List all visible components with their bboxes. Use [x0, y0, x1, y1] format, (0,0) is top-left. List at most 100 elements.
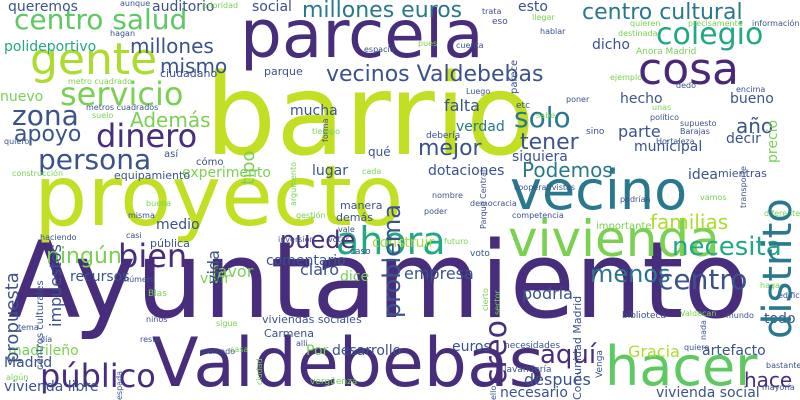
word-dicho: dicho	[592, 37, 630, 53]
word-euros: euros	[452, 339, 491, 355]
word-mismo: mismo	[160, 54, 228, 78]
word-precisamente: precisamente	[688, 19, 743, 28]
word-puede: puede	[280, 226, 356, 254]
word-recursos: recursos	[70, 269, 130, 285]
word-dedo: ejemplo	[610, 73, 643, 82]
word-favor: favor	[212, 262, 254, 281]
word-sabe: Valdecan	[680, 309, 717, 318]
word-bastante: mayoría	[762, 383, 795, 392]
word-espada: algún	[6, 373, 29, 382]
word-vivienda-social: vivienda social	[656, 385, 760, 400]
word-eso: eso	[492, 17, 508, 27]
word-casi: casi	[126, 231, 142, 240]
word-podria: podría	[522, 284, 573, 303]
word-politico: supuesto	[680, 119, 717, 128]
word-que: qué	[368, 145, 391, 159]
word-espacio: espacio	[364, 45, 395, 54]
word-comentario: comentario	[266, 253, 346, 269]
word-bueno: bueno	[730, 91, 774, 107]
word-poner: poner	[566, 95, 590, 104]
word-importante: importante	[596, 221, 652, 232]
word-llegar: llegar	[532, 13, 555, 22]
word-verguenza: casa	[230, 345, 249, 354]
word-hace: hace	[744, 368, 793, 392]
word-edificio: bastante	[766, 361, 800, 370]
word-centro: centro	[658, 263, 748, 296]
word-ademas: Además	[130, 108, 211, 132]
word-madrid: Madrid	[4, 355, 53, 371]
word-millones-euros: millones euros	[302, 0, 463, 23]
word-impuestos: impuestos	[46, 244, 65, 327]
word-cooperativistas: argumento	[289, 161, 298, 206]
word-siquiera: siquiera	[512, 149, 568, 165]
word-tipo: tipo	[238, 150, 259, 186]
word-social: social	[252, 0, 292, 15]
word-sigue: niños	[146, 315, 168, 324]
word-queremos: queremos	[8, 0, 78, 15]
word-menos: menos	[590, 260, 671, 288]
word-argumento: haga	[760, 281, 780, 290]
word-como: cómo	[196, 157, 224, 168]
word-proyecto: proyecto	[34, 147, 404, 245]
word-vida: vida	[204, 250, 223, 284]
word-construccion: construcción	[12, 169, 64, 178]
word-ahora: ahora	[336, 219, 446, 263]
word-ejemplo: tema	[18, 323, 39, 332]
word-propuesta: propuesta	[2, 272, 23, 363]
word-idea: idea	[688, 167, 718, 183]
word-apoyo: apoyo	[14, 122, 82, 147]
word-ello: vergüenza	[310, 377, 358, 387]
word-numero: haciendo	[40, 233, 77, 242]
word-casa: mercado	[200, 347, 236, 356]
word-suelo: suelo	[92, 111, 114, 120]
word-blas: sabe	[536, 111, 556, 120]
word-centros-culturales: centros culturales	[35, 280, 46, 370]
word-inversion: inversión	[278, 235, 315, 244]
word-construir: construir	[372, 235, 435, 251]
word-poder: poder	[424, 207, 448, 216]
word-millones: millones	[130, 34, 214, 58]
word-centro-cultural: centro cultural	[582, 0, 743, 25]
word-desarrollo: desarrollo	[332, 343, 402, 359]
word-experimento: experimento	[182, 165, 271, 181]
word-voto: voto	[470, 249, 490, 259]
word-asi: así	[164, 149, 179, 160]
word-resto: día	[40, 335, 53, 344]
word-quiere: necesidades	[504, 341, 561, 351]
word-aqui: aquí	[540, 340, 597, 370]
word-creo: creo	[479, 320, 514, 385]
word-precio: precio	[765, 119, 781, 163]
word-hecho: hecho	[620, 91, 663, 107]
word-vale: vale	[338, 225, 355, 234]
word-artefacto: artefacto	[702, 343, 766, 359]
word-empresa: empresa	[404, 264, 474, 283]
word-alli: sigue	[216, 319, 238, 328]
word-unas: dedo	[676, 81, 696, 90]
word-ayuntamiento: Ayuntamiento	[8, 219, 749, 342]
word-claro: claro	[300, 260, 340, 279]
word-barajas: Hortaleza	[656, 137, 695, 146]
word-familias: familias	[650, 210, 729, 234]
word-medio: medio	[156, 217, 200, 233]
word-demas: demás	[336, 211, 373, 224]
word-gente: gente	[30, 34, 158, 85]
word-parece: parece	[509, 59, 520, 94]
word-verdad: verdad	[456, 119, 505, 135]
word-dotaciones: dotaciones	[428, 163, 505, 179]
word-ninos: resto	[140, 335, 161, 344]
word-dinero: dinero	[96, 117, 198, 155]
word-haga: Blas	[148, 289, 167, 299]
word-mercado: ciudad	[255, 358, 264, 385]
word-hacer: hacer	[605, 335, 758, 398]
word-polideportivo: polideportivo	[4, 39, 97, 55]
word-parcela: parcela	[240, 0, 484, 73]
word-hortaleza: tiempo	[312, 127, 341, 136]
word-dice: dice	[340, 269, 370, 285]
word-problema: problema	[378, 203, 406, 318]
word-zona: zona	[12, 99, 79, 132]
word-colegio: colegio	[656, 17, 764, 52]
word-comunidad-madrid: Comunidad Madrid	[571, 295, 584, 400]
word-algun: edificio	[778, 291, 800, 300]
word-mejor: mejor	[418, 136, 482, 161]
word-venga: biblioteca	[622, 311, 666, 321]
